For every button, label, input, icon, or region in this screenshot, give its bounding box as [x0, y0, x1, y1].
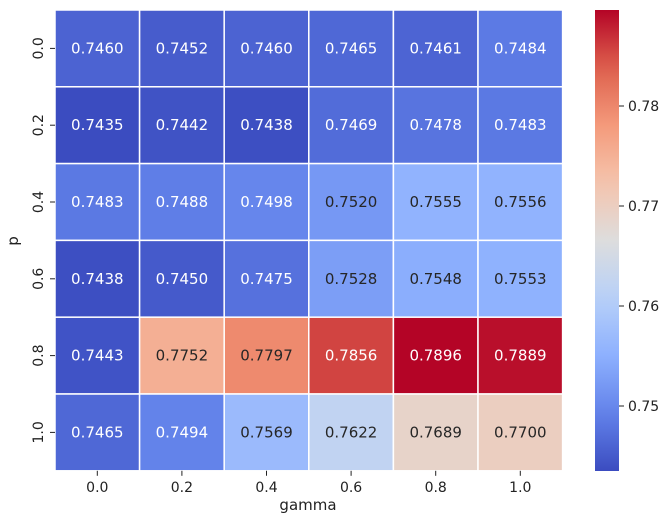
- y-axis-label: p: [4, 236, 22, 246]
- heatmap-cell: [54, 316, 141, 395]
- cell-value-label: 0.7478: [409, 116, 462, 134]
- y-tick-label: 1.0: [31, 421, 47, 443]
- cell-value-label: 0.7548: [409, 270, 462, 288]
- x-axis-ticks: 0.0 0.2 0.4 0.6 0.8 1.0: [86, 470, 531, 496]
- y-tick-label: 0.6: [31, 268, 47, 290]
- colorbar-ticks: 0.75 0.76 0.77 0.78: [619, 99, 659, 415]
- cell-value-label: 0.7469: [325, 116, 378, 134]
- cell-value-label: 0.7689: [409, 423, 462, 441]
- y-tick-label: 0.0: [31, 37, 47, 59]
- cell-value-label: 0.7484: [494, 39, 547, 57]
- heatmap-cell: [477, 316, 564, 395]
- heatmap-cell: [138, 239, 225, 318]
- heatmap-cell: [223, 316, 310, 395]
- cell-value-label: 0.7622: [325, 423, 378, 441]
- y-tick-label: 0.2: [31, 114, 47, 136]
- cell-value-label: 0.7555: [409, 193, 462, 211]
- heatmap-cell: [477, 162, 564, 242]
- x-axis-label: gamma: [279, 496, 336, 514]
- cell-value-label: 0.7443: [71, 347, 124, 365]
- cell-value-label: 0.7556: [494, 193, 547, 211]
- cell-value-label: 0.7465: [71, 423, 124, 441]
- y-axis-ticks: 0.0 0.2 0.4 0.6 0.8 1.0: [31, 37, 55, 444]
- y-tick-label: 0.8: [31, 344, 47, 366]
- heatmap-cell: [223, 239, 310, 318]
- cell-value-label: 0.7438: [240, 116, 293, 134]
- cell-value-label: 0.7752: [156, 347, 209, 365]
- cell-value-label: 0.7488: [156, 193, 209, 211]
- cell-value-label: 0.7520: [325, 193, 378, 211]
- heatmap-cell: [138, 9, 225, 88]
- cell-value-label: 0.7438: [71, 270, 124, 288]
- cell-value-label: 0.7896: [409, 347, 462, 365]
- x-tick-label: 0.0: [86, 480, 108, 496]
- cell-value-label: 0.7483: [494, 116, 547, 134]
- cell-value-label: 0.7528: [325, 270, 378, 288]
- cell-value-label: 0.7475: [240, 270, 293, 288]
- heatmap-cell: [54, 9, 141, 88]
- heatmap-cell: [308, 239, 395, 318]
- heatmap-cell: [138, 162, 225, 242]
- cell-value-label: 0.7450: [156, 270, 209, 288]
- y-tick-label: 0.4: [31, 191, 47, 213]
- x-tick-label: 0.6: [340, 480, 362, 496]
- colorbar-tick-label: 0.75: [628, 399, 659, 415]
- heatmap-cells: 0.7460 0.7452 0.7460 0.7465 0.7461 0.7484 0.74…: [54, 9, 564, 472]
- x-tick-label: 0.2: [171, 480, 193, 496]
- cell-value-label: 0.7553: [494, 270, 547, 288]
- heatmap-cell: [308, 86, 395, 165]
- heatmap-cell: [138, 86, 225, 165]
- heatmap-cell: [477, 9, 564, 88]
- heatmap-cell: [223, 9, 310, 88]
- cell-value-label: 0.7442: [156, 116, 209, 134]
- heatmap-cell: [308, 316, 395, 395]
- heatmap-cell: [477, 86, 564, 165]
- cell-value-label: 0.7435: [71, 116, 124, 134]
- cell-value-label: 0.7856: [325, 347, 378, 365]
- cell-value-label: 0.7465: [325, 39, 378, 57]
- cell-value-label: 0.7498: [240, 193, 293, 211]
- cell-value-label: 0.7460: [240, 39, 293, 57]
- cell-value-label: 0.7461: [409, 39, 462, 57]
- heatmap-cell: [54, 239, 141, 318]
- heatmap-cell: [54, 393, 141, 472]
- cell-value-label: 0.7494: [156, 423, 209, 441]
- colorbar-tick-label: 0.77: [628, 199, 659, 215]
- heatmap-cell: [392, 316, 479, 395]
- heatmap-cell: [392, 239, 479, 318]
- cell-value-label: 0.7452: [156, 39, 209, 57]
- cell-value-label: 0.7700: [494, 423, 547, 441]
- cell-value-label: 0.7889: [494, 347, 547, 365]
- x-tick-label: 0.4: [255, 480, 277, 496]
- colorbar-tick-label: 0.78: [628, 99, 659, 115]
- colorbar-tick-label: 0.76: [628, 299, 659, 315]
- heatmap-cell: [477, 239, 564, 318]
- heatmap-cell: [392, 162, 479, 242]
- x-tick-label: 1.0: [509, 480, 531, 496]
- heatmap-cell: [477, 393, 564, 472]
- cell-value-label: 0.7460: [71, 39, 124, 57]
- heatmap-cell: [308, 162, 395, 242]
- colorbar: [595, 10, 619, 471]
- cell-value-label: 0.7483: [71, 193, 124, 211]
- x-tick-label: 0.8: [425, 480, 447, 496]
- cell-value-label: 0.7569: [240, 423, 293, 441]
- cell-value-label: 0.7797: [240, 347, 293, 365]
